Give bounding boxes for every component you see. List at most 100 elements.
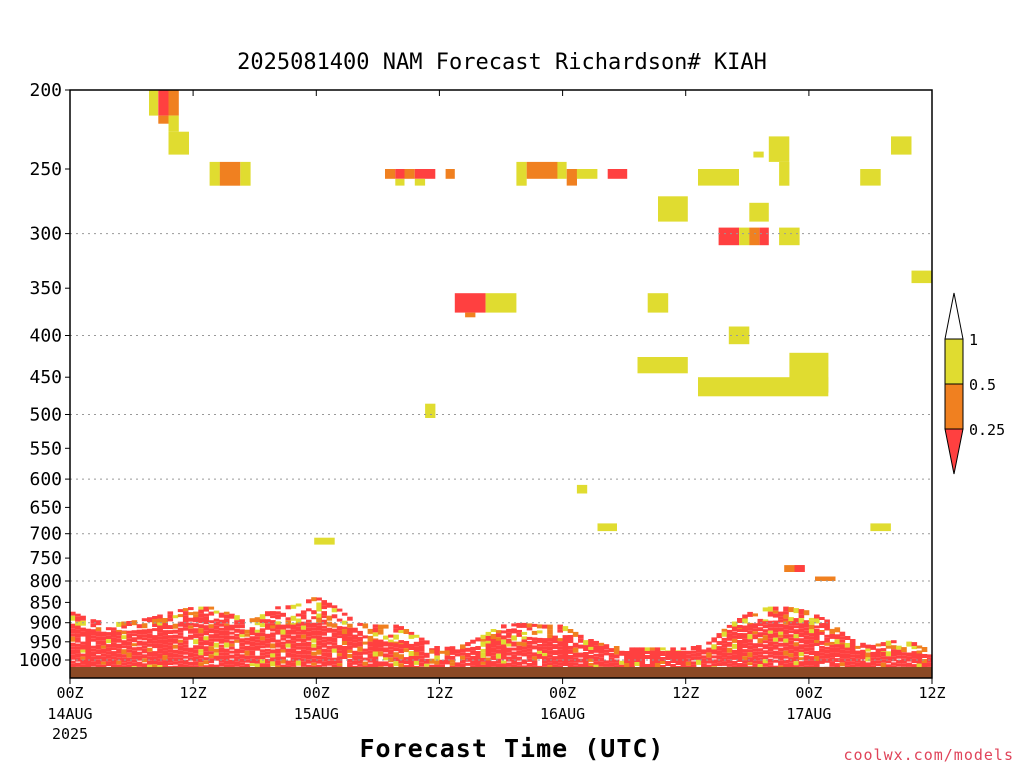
- y-tick-label: 250: [29, 159, 62, 180]
- boundary-cell: [75, 653, 81, 658]
- boundary-cell: [926, 662, 933, 667]
- boundary-cell: [731, 621, 738, 627]
- boundary-cell: [711, 663, 717, 667]
- heatmap-cell: [414, 178, 426, 186]
- boundary-cell: [808, 650, 815, 656]
- boundary-cell: [660, 661, 666, 664]
- boundary-cell: [208, 664, 215, 668]
- boundary-cell: [306, 636, 312, 641]
- boundary-cell: [126, 649, 132, 653]
- boundary-cell: [213, 625, 220, 630]
- boundary-cell: [495, 645, 502, 650]
- boundary-cell: [372, 664, 379, 668]
- boundary-cell: [808, 620, 815, 625]
- boundary-cell: [829, 647, 835, 653]
- boundary-cell: [916, 656, 923, 661]
- boundary-cell: [413, 646, 420, 652]
- boundary-cell: [557, 638, 563, 642]
- boundary-cell: [803, 620, 810, 626]
- boundary-cell: [531, 623, 538, 627]
- boundary-cell: [316, 645, 322, 650]
- boundary-cell: [326, 657, 333, 661]
- boundary-cell: [80, 659, 86, 665]
- boundary-cell: [552, 644, 558, 650]
- boundary-cell: [198, 641, 204, 646]
- boundary-cell: [70, 633, 76, 637]
- boundary-cell: [254, 642, 261, 646]
- boundary-cell: [362, 661, 369, 666]
- boundary-cell: [147, 647, 153, 652]
- boundary-cell: [824, 637, 830, 643]
- boundary-cell: [208, 620, 215, 624]
- boundary-cell: [542, 646, 548, 650]
- boundary-cell: [470, 650, 476, 655]
- boundary-cell: [321, 628, 327, 632]
- boundary-cell: [860, 651, 866, 655]
- boundary-cell: [670, 651, 676, 656]
- boundary-cell: [470, 655, 476, 661]
- boundary-cell: [280, 659, 286, 664]
- boundary-cell: [198, 628, 204, 634]
- boundary-cell: [757, 648, 764, 652]
- boundary-cell: [162, 644, 168, 648]
- boundary-cell: [865, 644, 871, 649]
- boundary-cell: [885, 656, 892, 661]
- boundary-cell: [408, 656, 415, 660]
- boundary-cell: [783, 611, 789, 615]
- boundary-cell: [783, 646, 789, 651]
- boundary-cell: [177, 654, 184, 658]
- boundary-cell: [341, 629, 348, 634]
- boundary-cell: [203, 606, 209, 612]
- boundary-cell: [875, 652, 882, 658]
- boundary-cell: [696, 652, 702, 657]
- boundary-cell: [254, 636, 261, 640]
- boundary-cell: [649, 660, 656, 665]
- boundary-cell: [526, 654, 533, 659]
- boundary-cell: [300, 634, 307, 639]
- boundary-cell: [398, 654, 404, 660]
- boundary-cell: [249, 650, 256, 656]
- boundary-cell: [757, 664, 764, 669]
- boundary-cell: [95, 640, 102, 645]
- boundary-cell: [75, 649, 81, 654]
- boundary-cell: [321, 648, 327, 653]
- boundary-cell: [121, 662, 127, 666]
- boundary-cell: [778, 634, 784, 638]
- boundary-cell: [259, 663, 266, 668]
- boundary-cell: [880, 651, 887, 657]
- boundary-cell: [516, 645, 522, 651]
- boundary-cell: [757, 660, 764, 665]
- boundary-cell: [849, 654, 856, 658]
- boundary-cell: [762, 624, 769, 629]
- boundary-cell: [90, 656, 97, 662]
- boundary-cell: [911, 642, 918, 647]
- boundary-cell: [188, 634, 194, 640]
- boundary-cell: [891, 645, 897, 650]
- y-tick-label: 500: [29, 405, 62, 426]
- boundary-cell: [295, 626, 302, 632]
- boundary-cell: [588, 654, 594, 659]
- boundary-cell: [598, 661, 605, 667]
- boundary-cell: [326, 645, 333, 650]
- boundary-cell: [829, 644, 835, 648]
- boundary-cell: [275, 653, 281, 657]
- boundary-cell: [218, 662, 225, 667]
- boundary-cell: [547, 634, 553, 640]
- boundary-cell: [644, 651, 651, 654]
- boundary-cell: [624, 660, 630, 663]
- y-tick-label: 400: [29, 326, 62, 347]
- boundary-cell: [172, 629, 179, 634]
- boundary-cell: [388, 646, 394, 650]
- boundary-cell: [413, 634, 420, 638]
- boundary-cell: [829, 628, 835, 634]
- boundary-cell: [855, 645, 861, 649]
- boundary-cell: [696, 645, 702, 651]
- boundary-cell: [367, 650, 374, 654]
- boundary-cell: [285, 648, 292, 653]
- boundary-cell: [352, 634, 358, 640]
- boundary-cell: [778, 619, 784, 623]
- boundary-cell: [203, 619, 209, 625]
- boundary-cell: [188, 661, 194, 666]
- boundary-cell: [234, 633, 240, 637]
- boundary-cell: [783, 620, 789, 625]
